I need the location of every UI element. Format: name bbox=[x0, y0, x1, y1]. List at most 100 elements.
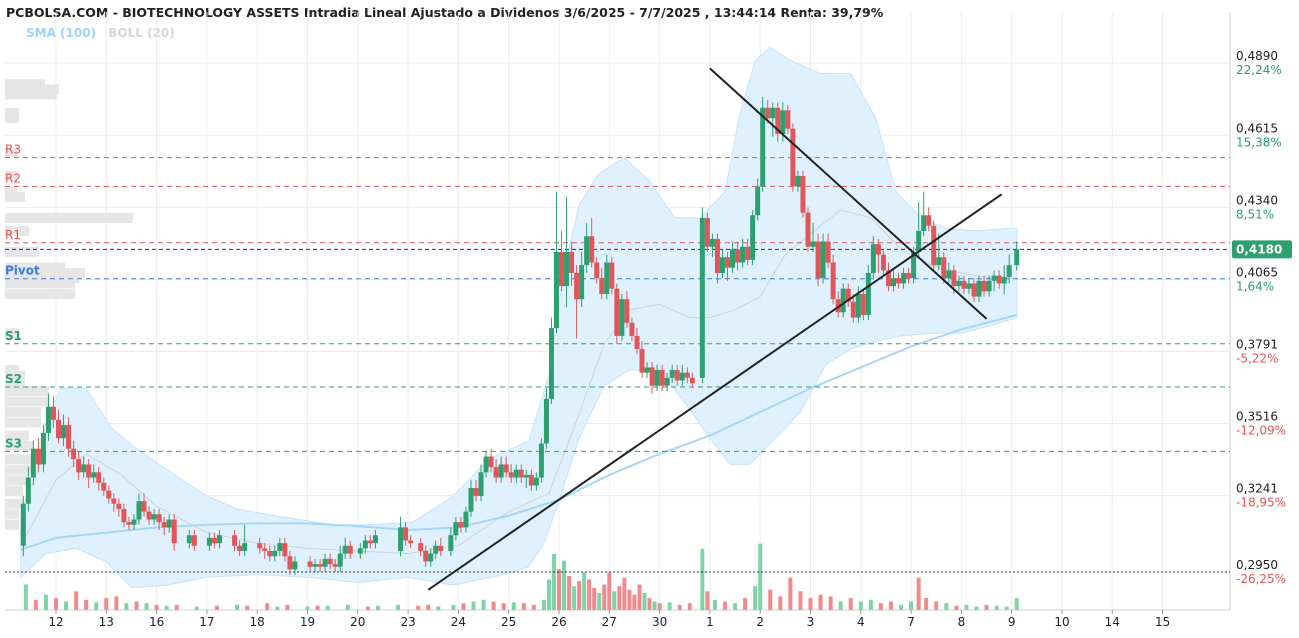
candle-body bbox=[785, 110, 791, 129]
y-tick-pct: -18,95% bbox=[1236, 496, 1286, 510]
candle-body bbox=[725, 257, 731, 268]
candle-body bbox=[639, 349, 645, 373]
volume-profile-bar bbox=[5, 328, 19, 339]
volume-bar bbox=[265, 603, 270, 610]
candle-body bbox=[875, 244, 881, 255]
candle-body bbox=[553, 251, 559, 329]
candle-body bbox=[775, 107, 781, 134]
volume-bar bbox=[325, 605, 330, 610]
volume-profile-bar bbox=[5, 498, 23, 509]
x-tick-label: 24 bbox=[451, 615, 466, 629]
level-label-r1: R1 bbox=[5, 228, 21, 242]
trendline-2 bbox=[709, 67, 988, 320]
candle-body bbox=[312, 564, 318, 567]
volume-bar bbox=[43, 594, 48, 610]
volume-bar bbox=[687, 603, 692, 610]
volume-profile-bar bbox=[5, 267, 85, 278]
x-tick-label: 2 bbox=[756, 615, 764, 629]
candle-body bbox=[719, 257, 725, 273]
candle-body bbox=[136, 501, 142, 520]
volume-bar bbox=[194, 606, 199, 610]
candle-body bbox=[458, 522, 464, 528]
candle-body bbox=[599, 278, 605, 294]
volume-bar bbox=[451, 604, 456, 610]
candle-body bbox=[765, 107, 771, 119]
volume-bar bbox=[511, 602, 516, 610]
candle-body bbox=[649, 367, 655, 386]
volume-bar bbox=[808, 598, 813, 610]
volume-bar bbox=[602, 584, 607, 610]
volume-profile-bar bbox=[5, 79, 45, 90]
volume-bar bbox=[607, 572, 612, 610]
candle-body bbox=[644, 367, 650, 373]
volume-bar bbox=[916, 577, 921, 610]
volume-profile-bar bbox=[5, 417, 41, 428]
y-tick-label: 0,3791 bbox=[1236, 337, 1278, 351]
candle-body bbox=[478, 472, 484, 496]
candle-body bbox=[669, 370, 675, 378]
candle-body bbox=[45, 406, 51, 433]
legend-boll[interactable]: BOLL (20) bbox=[108, 26, 175, 40]
volume-bar bbox=[627, 589, 632, 610]
volume-profile-bar bbox=[5, 464, 31, 475]
candle-body bbox=[453, 522, 459, 536]
volume-bar bbox=[733, 603, 738, 610]
volume-bar bbox=[104, 598, 109, 610]
candle-body bbox=[584, 236, 590, 266]
volume-bar bbox=[396, 604, 401, 610]
candle-body bbox=[634, 335, 640, 350]
candle-body bbox=[714, 238, 720, 273]
candle-body bbox=[342, 545, 348, 554]
bollinger-band bbox=[20, 46, 1018, 589]
candle-body bbox=[896, 278, 902, 284]
volume-bar bbox=[54, 598, 58, 610]
volume-bar bbox=[551, 553, 556, 610]
volume-profile-bar bbox=[5, 212, 133, 223]
candle-body bbox=[438, 545, 444, 551]
x-tick-label: 4 bbox=[857, 615, 865, 629]
candle-body bbox=[372, 535, 378, 544]
candle-body bbox=[483, 456, 489, 473]
candle-body bbox=[508, 472, 514, 478]
volume-bar bbox=[375, 605, 380, 610]
volume-profile-bar bbox=[5, 113, 19, 124]
candle-body bbox=[946, 270, 952, 279]
candle-body bbox=[418, 543, 424, 551]
candle-body bbox=[850, 301, 856, 318]
candle-body bbox=[232, 535, 238, 546]
x-tick-label: 9 bbox=[1008, 615, 1016, 629]
candle-body bbox=[956, 280, 962, 287]
candle-body bbox=[337, 553, 343, 567]
volume-bar bbox=[964, 604, 969, 610]
x-tick-label: 10 bbox=[1054, 615, 1069, 629]
volume-bar bbox=[597, 593, 602, 610]
volume-bar bbox=[471, 601, 476, 610]
candle-body bbox=[1006, 265, 1012, 277]
candle-body bbox=[357, 548, 363, 554]
volume-bar bbox=[541, 599, 546, 610]
candle-body bbox=[448, 535, 454, 551]
candle-body bbox=[216, 535, 222, 544]
volume-bar bbox=[531, 604, 536, 610]
volume-bar bbox=[632, 594, 637, 610]
y-tick-pct: 8,51% bbox=[1236, 207, 1274, 221]
candle-body bbox=[926, 215, 932, 226]
candle-body bbox=[463, 511, 469, 528]
indicator-legend: SMA (100) BOLL (20) bbox=[26, 26, 175, 40]
candle-body bbox=[237, 545, 243, 551]
candle-body bbox=[795, 175, 801, 187]
candle-body bbox=[186, 535, 192, 544]
volume-bar bbox=[94, 602, 99, 610]
candle-body bbox=[211, 537, 217, 544]
volume-bar bbox=[134, 601, 139, 610]
volume-bar bbox=[562, 560, 567, 610]
level-label-s1: S1 bbox=[5, 329, 22, 343]
candle-body bbox=[543, 398, 549, 444]
legend-sma[interactable]: SMA (100) bbox=[26, 26, 97, 40]
candle-body bbox=[146, 511, 152, 520]
candle-body bbox=[141, 501, 147, 512]
candle-body bbox=[684, 372, 690, 378]
volume-bar bbox=[778, 596, 783, 610]
volume-bar bbox=[23, 584, 28, 610]
